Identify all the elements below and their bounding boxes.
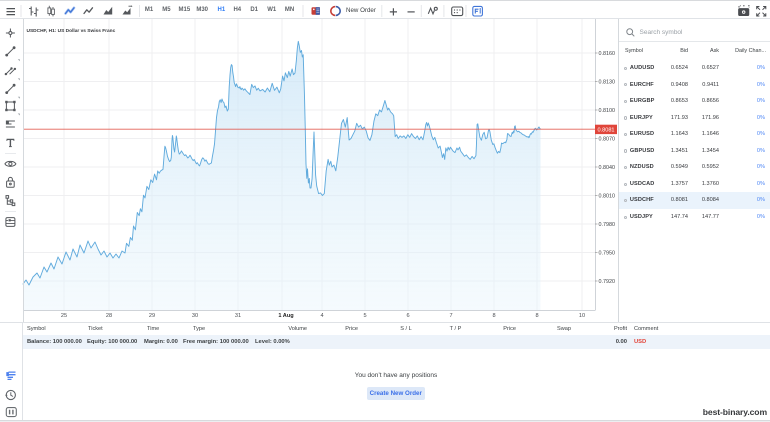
svg-text:0.8100: 0.8100 xyxy=(599,108,616,114)
svg-text:29: 29 xyxy=(149,313,155,319)
svg-text:0.7980: 0.7980 xyxy=(599,222,616,228)
svg-text:4: 4 xyxy=(320,313,323,319)
svg-text:0.8070: 0.8070 xyxy=(599,136,616,142)
svg-text:7: 7 xyxy=(449,313,452,319)
svg-text:USDCHF, H1: US Dollar vs Swiss: USDCHF, H1: US Dollar vs Swiss Franc xyxy=(27,28,116,34)
svg-text:0.8040: 0.8040 xyxy=(599,165,616,171)
svg-text:0.7950: 0.7950 xyxy=(599,250,616,256)
svg-text:31: 31 xyxy=(235,313,241,319)
svg-text:5: 5 xyxy=(363,313,366,319)
svg-text:0.7920: 0.7920 xyxy=(599,279,616,285)
svg-text:0.8010: 0.8010 xyxy=(599,193,616,199)
svg-text:8: 8 xyxy=(492,313,495,319)
svg-text:0.8160: 0.8160 xyxy=(599,51,616,57)
svg-text:25: 25 xyxy=(61,313,67,319)
svg-text:8: 8 xyxy=(535,313,538,319)
svg-text:28: 28 xyxy=(106,313,112,319)
svg-text:0.8081: 0.8081 xyxy=(597,128,614,134)
svg-text:30: 30 xyxy=(192,313,198,319)
svg-text:10: 10 xyxy=(579,313,585,319)
svg-text:0.8130: 0.8130 xyxy=(599,79,616,85)
svg-text:1 Aug: 1 Aug xyxy=(278,313,294,319)
svg-text:6: 6 xyxy=(406,313,409,319)
